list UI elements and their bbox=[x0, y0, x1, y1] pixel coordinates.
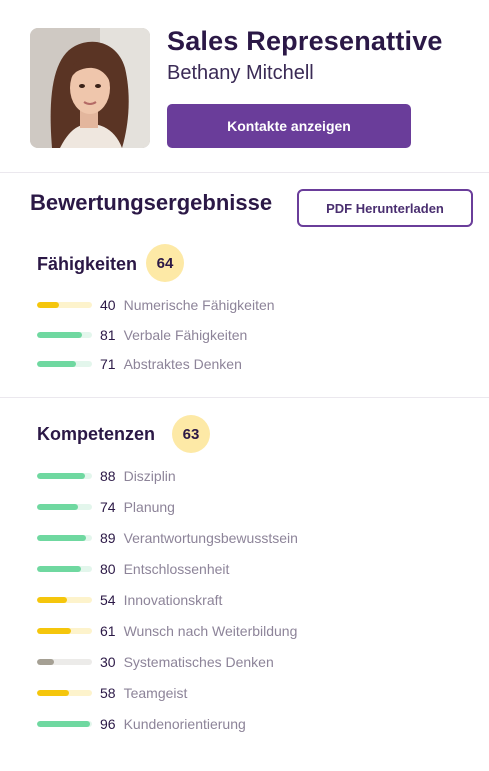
score-label: Innovationskraft bbox=[123, 592, 223, 608]
score-label: Systematisches Denken bbox=[123, 654, 274, 670]
score-value: 40 bbox=[100, 297, 116, 313]
competencies-title: Kompetenzen bbox=[37, 424, 156, 444]
score-bar-fill bbox=[37, 473, 86, 479]
score-bar-fill bbox=[37, 504, 78, 510]
score-row: 30 Systematisches Denken bbox=[37, 652, 274, 672]
score-bar-fill bbox=[37, 361, 77, 367]
score-value: 96 bbox=[100, 716, 116, 732]
score-value: 89 bbox=[100, 530, 116, 546]
score-bar-fill bbox=[37, 597, 67, 603]
score-bar-fill bbox=[37, 721, 90, 727]
score-bar-fill bbox=[37, 628, 71, 634]
score-bar bbox=[37, 535, 92, 541]
score-bar-fill bbox=[37, 659, 54, 665]
divider bbox=[0, 397, 489, 398]
score-row: 96 Kundenorientierung bbox=[37, 714, 246, 734]
score-row: 81 Verbale Fähigkeiten bbox=[37, 325, 247, 345]
score-label: Verantwortungsbewusstsein bbox=[123, 530, 298, 546]
score-bar bbox=[37, 331, 92, 338]
score-value: 54 bbox=[100, 592, 116, 608]
score-value: 81 bbox=[100, 326, 116, 343]
score-label: Abstraktes Denken bbox=[123, 356, 242, 372]
score-bar bbox=[37, 473, 92, 479]
score-bar-fill bbox=[37, 302, 59, 308]
score-label: Kundenorientierung bbox=[123, 716, 246, 732]
score-label: Verbale Fähigkeiten bbox=[123, 326, 248, 343]
score-label: Numerische Fähigkeiten bbox=[123, 297, 275, 313]
score-bar bbox=[37, 302, 92, 308]
score-row: 88 Disziplin bbox=[37, 466, 176, 486]
job-title: Sales Represenattive bbox=[167, 26, 443, 56]
score-bar bbox=[37, 659, 92, 665]
score-label: Planung bbox=[123, 499, 175, 515]
score-bar-fill bbox=[37, 566, 81, 572]
score-bar bbox=[37, 597, 92, 603]
score-row: 61 Wunsch nach Weiterbildung bbox=[37, 621, 297, 641]
avatar bbox=[30, 28, 150, 148]
score-row: 54 Innovationskraft bbox=[37, 590, 222, 610]
skills-title: Fähigkeiten bbox=[37, 254, 138, 274]
score-value: 88 bbox=[100, 468, 116, 484]
score-row: 40 Numerische Fähigkeiten bbox=[37, 295, 275, 315]
avatar-photo bbox=[30, 28, 150, 148]
score-value: 80 bbox=[100, 561, 116, 577]
score-value: 61 bbox=[100, 623, 116, 639]
score-label: Teamgeist bbox=[123, 685, 188, 701]
score-bar bbox=[37, 628, 92, 634]
skills-score-badge: 64 bbox=[146, 244, 184, 282]
competencies-score-badge: 63 bbox=[172, 415, 210, 453]
score-bar-fill bbox=[37, 331, 82, 338]
score-bar bbox=[37, 566, 92, 572]
score-row: 58 Teamgeist bbox=[37, 683, 187, 703]
profile-header: Sales Represenattive Bethany Mitchell Ko… bbox=[0, 0, 489, 172]
score-bar-fill bbox=[37, 690, 69, 696]
score-value: 71 bbox=[100, 356, 116, 372]
score-row: 71 Abstraktes Denken bbox=[37, 354, 242, 374]
score-label: Disziplin bbox=[123, 468, 176, 484]
score-row: 80 Entschlossenheit bbox=[37, 559, 229, 579]
score-label: Entschlossenheit bbox=[123, 561, 230, 577]
score-row: 74 Planung bbox=[37, 497, 175, 517]
score-value: 74 bbox=[100, 499, 116, 515]
person-name: Bethany Mitchell bbox=[167, 62, 314, 84]
score-bar bbox=[37, 504, 92, 510]
score-bar bbox=[37, 721, 92, 727]
pdf-download-button[interactable]: PDF Herunterladen bbox=[297, 189, 473, 227]
score-label: Wunsch nach Weiterbildung bbox=[123, 623, 298, 639]
score-bar bbox=[37, 690, 92, 696]
score-bar bbox=[37, 361, 92, 367]
score-bar-fill bbox=[37, 535, 86, 541]
show-contacts-button[interactable]: Kontakte anzeigen bbox=[167, 104, 411, 148]
divider bbox=[0, 172, 489, 173]
score-value: 30 bbox=[100, 654, 116, 670]
score-value: 58 bbox=[100, 685, 116, 701]
results-title: Bewertungsergebnisse bbox=[30, 190, 273, 215]
score-row: 89 Verantwortungsbewusstsein bbox=[37, 528, 298, 548]
